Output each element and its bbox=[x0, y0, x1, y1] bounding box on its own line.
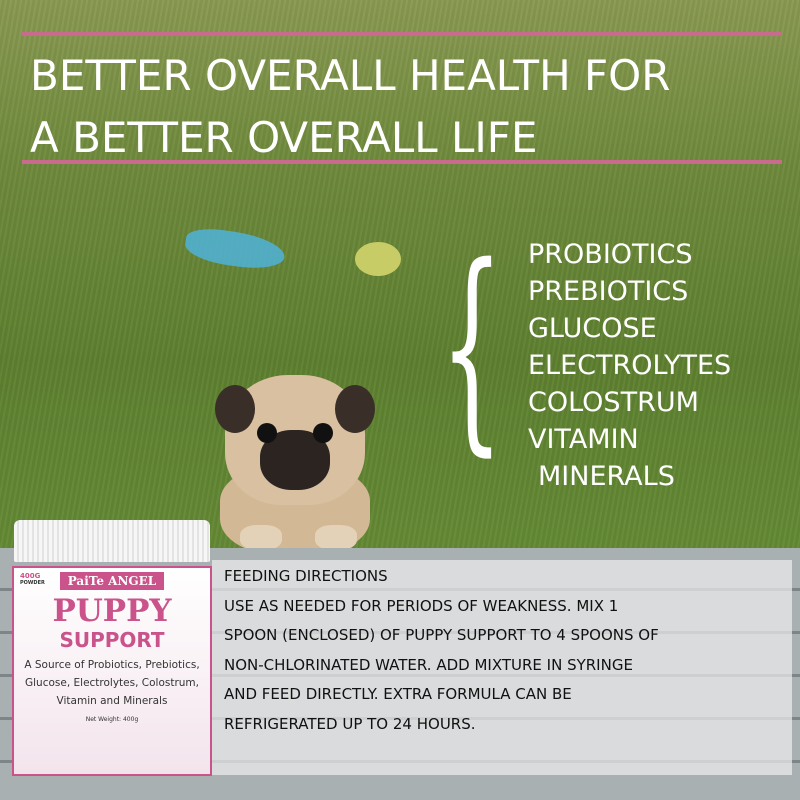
jar-label: 400G POWDER PaiTe ANGEL PUPPY SUPPORT A S… bbox=[12, 566, 212, 776]
directions-line: SPOON (ENCLOSED) OF PUPPY SUPPORT TO 4 S… bbox=[224, 626, 659, 644]
bottom-rule bbox=[22, 160, 782, 164]
product-description: A Source of Probiotics, Prebiotics, Gluc… bbox=[24, 659, 200, 707]
ingredient-item: GLUCOSE bbox=[528, 313, 657, 344]
headline-line-2: A BETTER OVERALL LIFE bbox=[30, 113, 538, 162]
product-title: PUPPY bbox=[52, 593, 172, 629]
ingredient-list: PROBIOTICS PREBIOTICS GLUCOSE ELECTROLYT… bbox=[528, 236, 731, 495]
ingredient-item: ELECTROLYTES bbox=[528, 350, 732, 381]
ingredient-item: PROBIOTICS bbox=[528, 239, 693, 270]
ingredient-item: COLOSTRUM bbox=[528, 387, 699, 418]
directions-line: NON-CHLORINATED WATER. ADD MIXTURE IN SY… bbox=[224, 655, 633, 674]
directions-line: AND FEED DIRECTLY. EXTRA FORMULA CAN BE bbox=[224, 685, 572, 703]
net-weight: Net Weight: 400g bbox=[85, 716, 139, 723]
product-jar: 400G POWDER PaiTe ANGEL PUPPY SUPPORT A S… bbox=[12, 520, 212, 780]
tennis-ball bbox=[355, 242, 401, 276]
jar-lid bbox=[14, 520, 210, 562]
top-rule bbox=[22, 32, 782, 36]
product-subtitle: SUPPORT bbox=[59, 628, 165, 652]
brand-logo: PaiTe ANGEL bbox=[59, 572, 165, 590]
ingredient-item: MINERALS bbox=[538, 461, 675, 492]
headline-line-1: BETTER OVERALL HEALTH FOR bbox=[30, 51, 671, 100]
headline: BETTER OVERALL HEALTH FOR A BETTER OVERA… bbox=[30, 45, 790, 169]
directions-line: REFRIGERATED UP TO 24 HOURS. bbox=[224, 714, 476, 733]
directions-heading: FEEDING DIRECTIONS bbox=[224, 567, 388, 585]
curly-brace: { bbox=[440, 218, 504, 476]
ingredient-item: PREBIOTICS bbox=[528, 276, 689, 307]
size-badge: 400G POWDER bbox=[20, 572, 45, 586]
directions-line: USE AS NEEDED FOR PERIODS OF WEAKNESS. M… bbox=[224, 596, 619, 615]
feeding-directions: FEEDING DIRECTIONS USE AS NEEDED FOR PER… bbox=[212, 560, 792, 775]
ingredient-item: VITAMIN bbox=[528, 424, 639, 455]
